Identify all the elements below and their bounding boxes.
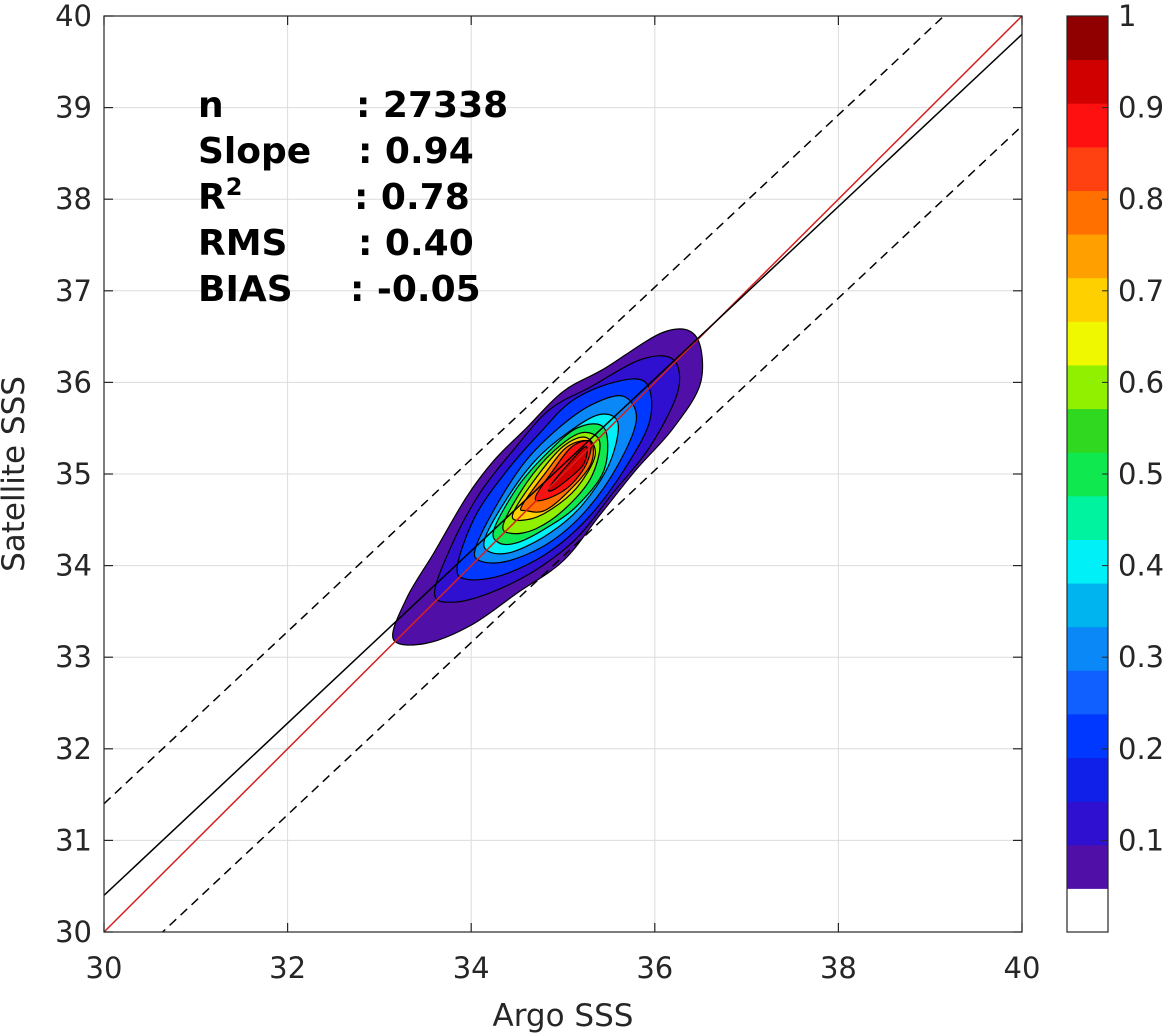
colorbar-segment [1067,539,1108,584]
y-axis-label: Satellite SSS [0,376,32,572]
colorbar-segment [1067,59,1108,104]
colorbar-segment [1067,234,1108,279]
stats-label-superscript: 2 [226,173,243,201]
x-tick-label: 38 [820,951,857,985]
stats-value: : 0.40 [358,223,474,264]
stats-annotation: n : 27338 Slope : 0.94 R2 : 0.78 RMS : 0.40 BIAS… [198,85,508,310]
x-tick-label: 30 [86,951,123,985]
colorbar-segment [1067,888,1108,933]
y-tick-label: 31 [55,823,92,857]
y-tick-label: 36 [55,365,92,399]
colorbar-segment [1067,495,1108,540]
x-tick-label: 34 [453,951,490,985]
colorbar-segment [1067,103,1108,148]
colorbar-tick-label: 0.1 [1118,823,1164,857]
y-tick-label: 33 [55,640,92,674]
stats-value: : 0.94 [358,131,474,172]
grid-layer [104,16,1022,932]
colorbar: 0.1 0.2 0.3 0.4 0.5 0.6 0.7 0.8 0.9 1 [1066,0,1164,933]
stats-label: RMS [198,223,287,264]
x-tick-label: 32 [269,951,306,985]
y-tick-label: 32 [55,732,92,766]
colorbar-segment [1067,801,1108,846]
colorbar-segment [1067,277,1108,322]
y-tick-label: 35 [55,457,92,491]
stats-label: Slope [198,131,311,172]
y-tick-label: 38 [55,182,92,216]
axis-ticks-layer: 30 32 34 36 38 40 30 31 32 33 34 35 36 37 38 39 40 [55,0,1040,985]
colorbar-tick-label: 0.6 [1118,365,1164,399]
y-tick-label: 34 [55,549,92,583]
y-tick-label: 40 [55,0,92,33]
y-tick-label: 39 [55,91,92,125]
colorbar-segment [1067,364,1108,410]
colorbar-segment [1067,190,1108,235]
y-tick-label: 30 [55,915,92,949]
regression-lines-layer [104,16,1022,932]
colorbar-tick-label: 0.9 [1118,91,1164,125]
stats-value: : 27338 [356,85,508,126]
colorbar-segment [1067,146,1108,191]
x-tick-label: 36 [636,951,673,985]
colorbar-segment [1067,844,1108,889]
colorbar-tick-label: 0.5 [1118,457,1164,491]
x-tick-label: 40 [1004,951,1041,985]
colorbar-segment [1067,626,1108,671]
stats-label: R2 [198,173,242,218]
colorbar-segment [1067,321,1108,366]
colorbar-segment [1067,452,1108,497]
stats-label: BIAS [198,269,293,310]
colorbar-tick-label: 0.4 [1118,549,1164,583]
colorbar-tick-label: 0.3 [1118,640,1164,674]
stats-value: : -0.05 [350,269,481,310]
colorbar-tick-label: 0.8 [1118,182,1164,216]
line-fit [104,33,1022,896]
colorbar-tick-label: 0.2 [1118,732,1164,766]
x-axis-label: Argo SSS [493,998,634,1034]
colorbar-segment [1067,670,1108,715]
colorbar-segment [1067,583,1108,628]
colorbar-segment [1067,16,1108,61]
stats-label: n [198,85,224,126]
y-tick-label: 37 [55,274,92,308]
colorbar-tick-label: 1 [1118,0,1136,33]
colorbar-tick-label: 0.7 [1118,274,1164,308]
colorbar-segment [1067,408,1108,453]
line-1:1 [104,16,1022,932]
stats-value: : 0.78 [354,177,470,218]
colorbar-segment [1067,757,1108,802]
colorbar-segment [1067,713,1108,759]
